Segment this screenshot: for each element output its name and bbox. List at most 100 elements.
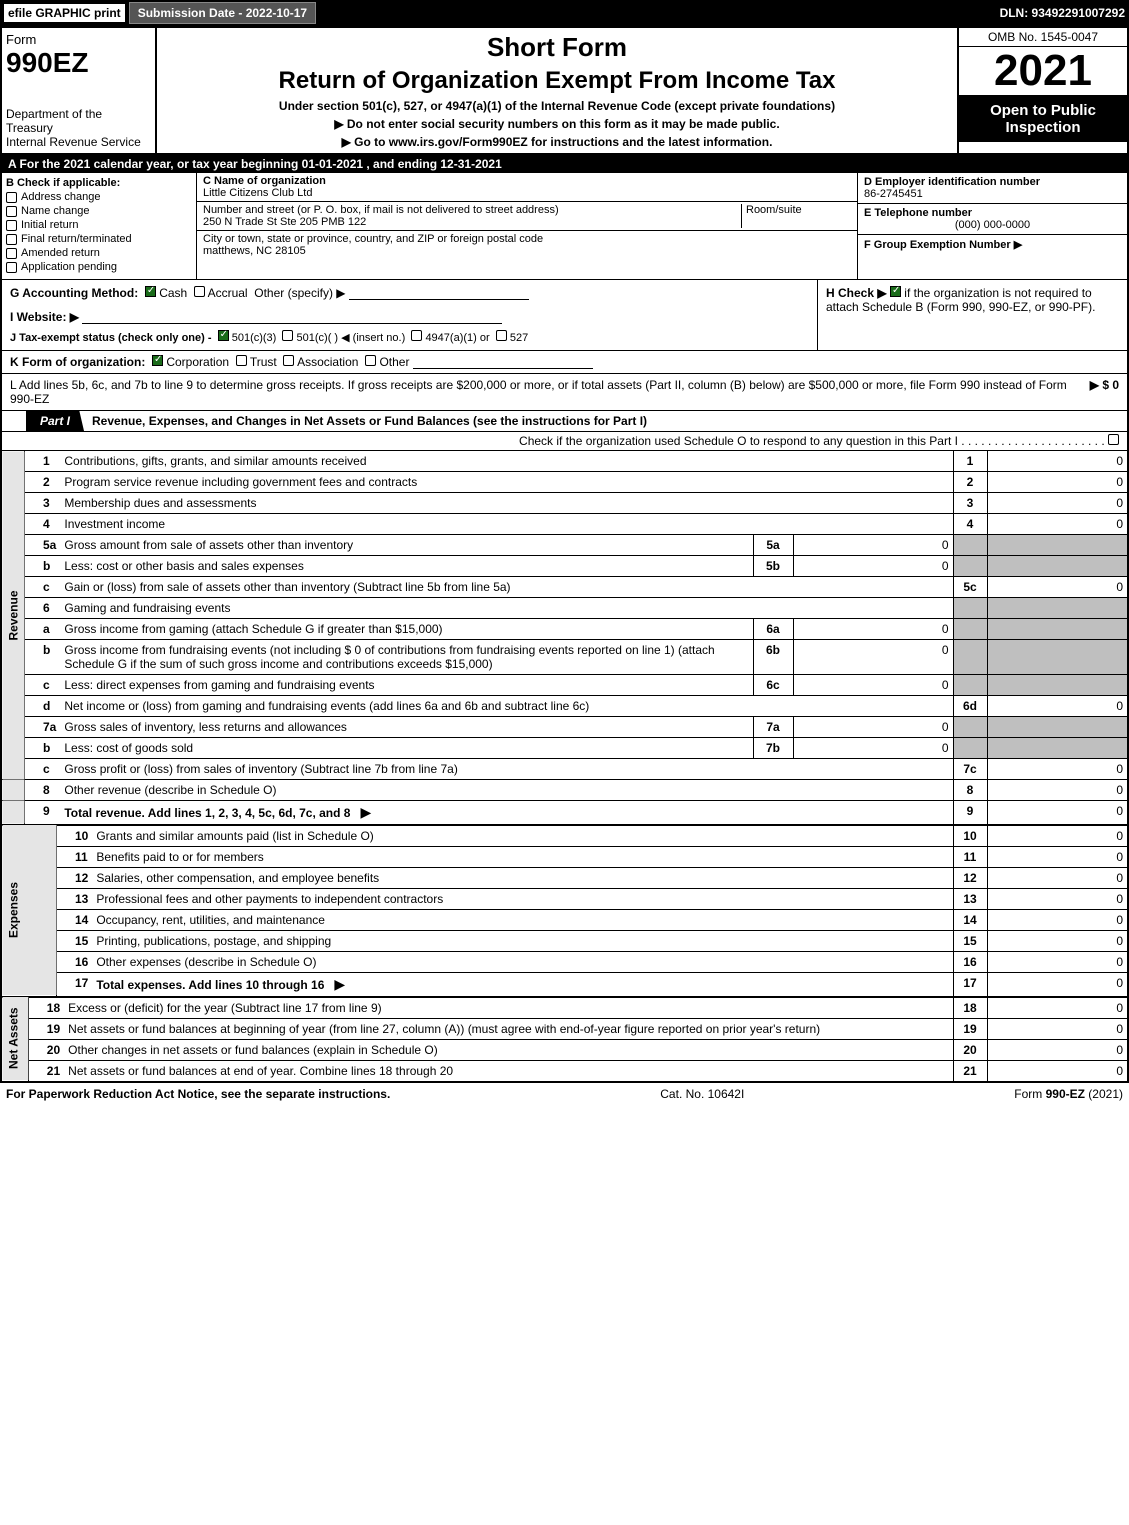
- j-527: 527: [510, 332, 528, 344]
- line-num: b: [25, 738, 61, 759]
- group-exemption-label: F Group Exemption Number ▶: [864, 239, 1022, 251]
- header-center: Short Form Return of Organization Exempt…: [157, 28, 957, 153]
- h-label: H Check ▶: [826, 286, 887, 300]
- checkbox-accrual[interactable]: [194, 286, 205, 297]
- line-desc: Benefits paid to or for members: [96, 850, 263, 864]
- dln-label: DLN: 93492291007292: [1000, 6, 1125, 20]
- website-input[interactable]: [82, 310, 502, 324]
- line-desc: Total revenue. Add lines 1, 2, 3, 4, 5c,…: [64, 806, 350, 820]
- sidebar-blank: [2, 801, 25, 825]
- line-desc: Excess or (deficit) for the year (Subtra…: [68, 1001, 381, 1015]
- checkbox-cash[interactable]: [145, 286, 156, 297]
- g-label: G Accounting Method:: [10, 286, 138, 300]
- inner-amt: 0: [793, 619, 953, 640]
- line-amt: 0: [987, 696, 1127, 717]
- g-other-input[interactable]: [349, 286, 529, 300]
- checkbox-application-pending[interactable]: [6, 262, 17, 273]
- line-num: b: [25, 556, 61, 577]
- part1-title: Revenue, Expenses, and Changes in Net As…: [84, 411, 1127, 431]
- checkbox-name-change[interactable]: [6, 206, 17, 217]
- line-rn: 3: [953, 493, 987, 514]
- l-text: L Add lines 5b, 6c, and 7b to line 9 to …: [10, 378, 1082, 406]
- line-rn: 9: [953, 801, 987, 825]
- j-4947: 4947(a)(1) or: [425, 332, 489, 344]
- checkbox-schedule-o[interactable]: [1108, 434, 1119, 445]
- checkbox-corporation[interactable]: [152, 355, 163, 366]
- form-number: 990EZ: [6, 47, 151, 79]
- checkbox-other[interactable]: [365, 355, 376, 366]
- shade-cell: [987, 556, 1127, 577]
- checkbox-527[interactable]: [496, 330, 507, 341]
- label-amended-return: Amended return: [21, 247, 100, 259]
- org-name: Little Citizens Club Ltd: [203, 187, 312, 199]
- line-rn: 4: [953, 514, 987, 535]
- inner-num: 5b: [753, 556, 793, 577]
- org-name-label: C Name of organization: [203, 175, 326, 187]
- checkbox-amended-return[interactable]: [6, 248, 17, 259]
- line-amt: 0: [987, 759, 1127, 780]
- k-other-input[interactable]: [413, 355, 593, 369]
- shade-cell: [987, 640, 1127, 675]
- line-amt: 0: [987, 931, 1127, 952]
- inner-num: 6b: [753, 640, 793, 675]
- mid-right: H Check ▶ if the organization is not req…: [817, 280, 1127, 350]
- line-desc: Less: cost of goods sold: [64, 741, 193, 755]
- checkbox-501c[interactable]: [282, 330, 293, 341]
- inner-amt: 0: [793, 556, 953, 577]
- checkbox-501c3[interactable]: [218, 330, 229, 341]
- footer-left: For Paperwork Reduction Act Notice, see …: [6, 1087, 390, 1101]
- line-desc: Program service revenue including govern…: [64, 475, 417, 489]
- checkbox-trust[interactable]: [236, 355, 247, 366]
- col-d: D Employer identification number 86-2745…: [857, 173, 1127, 279]
- part1-check-line: Check if the organization used Schedule …: [2, 432, 1127, 451]
- line-num: 19: [28, 1019, 64, 1040]
- shade-cell: [953, 619, 987, 640]
- checkbox-4947[interactable]: [411, 330, 422, 341]
- arrow-icon: ▶: [334, 976, 345, 992]
- ein-value: 86-2745451: [864, 188, 923, 200]
- g-accrual: Accrual: [208, 286, 248, 300]
- header-left: Form 990EZ Department of the Treasury In…: [2, 28, 157, 153]
- go-to-text: ▶ Go to www.irs.gov/Form990EZ for instru…: [167, 135, 947, 149]
- line-amt: 0: [987, 451, 1127, 472]
- inner-amt: 0: [793, 738, 953, 759]
- shade-cell: [987, 619, 1127, 640]
- checkbox-final-return[interactable]: [6, 234, 17, 245]
- line-num: 7a: [25, 717, 61, 738]
- line-desc: Net assets or fund balances at beginning…: [68, 1022, 820, 1036]
- arrow-icon: ▶: [360, 804, 371, 820]
- line-amt: 0: [987, 493, 1127, 514]
- checkbox-address-change[interactable]: [6, 192, 17, 203]
- ein-label: D Employer identification number: [864, 176, 1040, 188]
- line-rn: 21: [953, 1061, 987, 1082]
- line-rn: 1: [953, 451, 987, 472]
- checkbox-association[interactable]: [283, 355, 294, 366]
- inner-num: 5a: [753, 535, 793, 556]
- line-desc: Other changes in net assets or fund bala…: [68, 1043, 438, 1057]
- sidebar-revenue: Revenue: [2, 451, 25, 780]
- k-other: Other: [379, 355, 409, 369]
- mid-left: G Accounting Method: Cash Accrual Other …: [2, 280, 817, 350]
- k-corporation: Corporation: [166, 355, 229, 369]
- open-to-public: Open to Public Inspection: [959, 96, 1127, 142]
- shade-cell: [987, 675, 1127, 696]
- title-return: Return of Organization Exempt From Incom…: [167, 67, 947, 95]
- line-rn: 10: [953, 825, 987, 847]
- line-num: c: [25, 759, 61, 780]
- line-amt: 0: [987, 952, 1127, 973]
- shade-cell: [987, 738, 1127, 759]
- inner-amt: 0: [793, 640, 953, 675]
- line-amt: 0: [987, 889, 1127, 910]
- omb-number: OMB No. 1545-0047: [959, 28, 1127, 47]
- line-rn: 5c: [953, 577, 987, 598]
- checkbox-initial-return[interactable]: [6, 220, 17, 231]
- line-num: 16: [56, 952, 92, 973]
- line-desc: Investment income: [64, 517, 165, 531]
- do-not-text: ▶ Do not enter social security numbers o…: [167, 117, 947, 131]
- line-desc: Less: cost or other basis and sales expe…: [64, 559, 303, 573]
- line-amt: 0: [987, 780, 1127, 801]
- checkbox-h[interactable]: [890, 286, 901, 297]
- k-label: K Form of organization:: [10, 355, 145, 369]
- tel-value: (000) 000-0000: [955, 219, 1030, 231]
- submission-date-button[interactable]: Submission Date - 2022-10-17: [129, 2, 316, 24]
